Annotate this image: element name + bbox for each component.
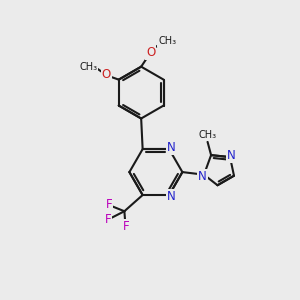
- Text: F: F: [122, 220, 129, 233]
- Text: N: N: [167, 141, 175, 154]
- Text: O: O: [102, 68, 111, 81]
- Text: CH₃: CH₃: [199, 130, 217, 140]
- Text: F: F: [106, 198, 112, 211]
- Text: CH₃: CH₃: [158, 36, 176, 46]
- Text: O: O: [146, 46, 155, 59]
- Text: N: N: [167, 190, 175, 203]
- Text: N: N: [198, 169, 207, 183]
- Text: CH₃: CH₃: [79, 62, 97, 72]
- Text: N: N: [227, 149, 236, 162]
- Text: F: F: [105, 213, 112, 226]
